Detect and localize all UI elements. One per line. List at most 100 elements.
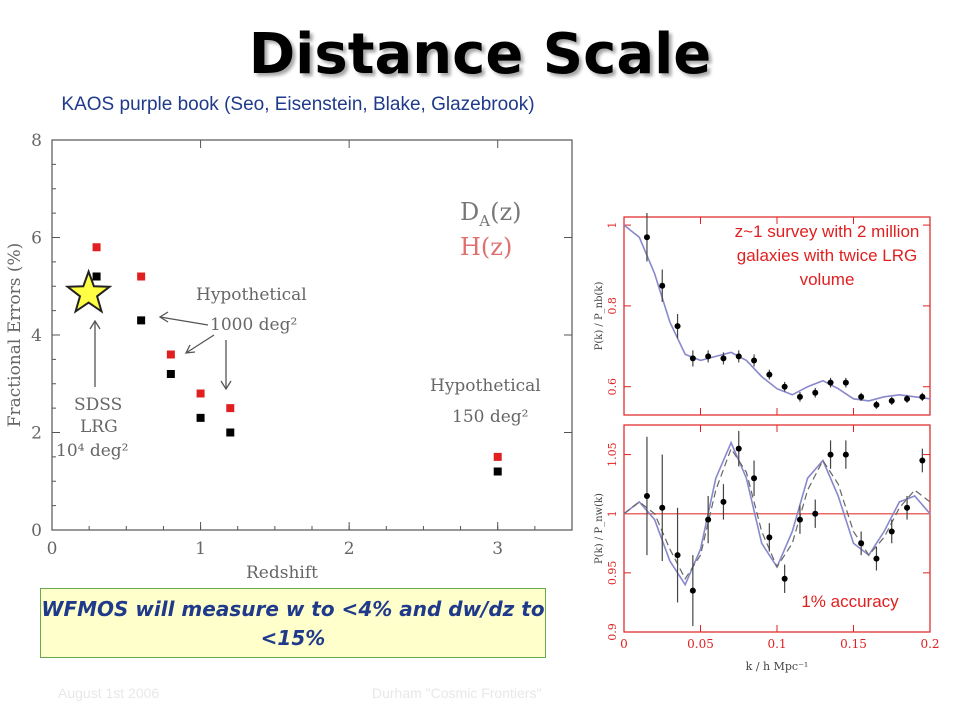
data-point	[751, 357, 758, 364]
data-point	[904, 504, 911, 511]
y-tick-label: 1.05	[606, 442, 619, 467]
data-point	[766, 534, 773, 541]
y-tick-label: 1	[606, 222, 619, 229]
data-point-hz	[226, 404, 235, 413]
data-point-da	[137, 316, 146, 325]
y-tick-label: 6	[31, 229, 42, 249]
x-tick-label: 1	[195, 539, 206, 559]
data-point	[659, 282, 666, 289]
annot-150-line1: Hypothetical	[430, 376, 541, 396]
data-point	[812, 510, 819, 517]
legend-hz: H(z)	[460, 233, 512, 261]
data-point	[659, 504, 666, 511]
arrow-1000-a	[159, 316, 209, 326]
data-point	[781, 383, 788, 390]
annot-sdss-line3: 10⁴ deg²	[56, 441, 129, 461]
survey-note: z~1 survey with 2 million galaxies with …	[734, 222, 920, 289]
data-point	[858, 393, 865, 400]
model-curve	[623, 224, 931, 402]
x-tick-label: 2	[344, 539, 355, 559]
y-tick-label: 0.9	[606, 623, 619, 641]
x-tick-label: 0.2	[920, 637, 939, 651]
y-tick-label: 0.6	[606, 378, 619, 396]
slide-title: Distance Scale	[248, 22, 712, 87]
data-point-hz	[166, 350, 175, 359]
y-axis-label: P(k) / P_nb(k)	[594, 282, 605, 351]
wfmos-statement-box: WFMOS will measure w to <4% and dw/dz to…	[40, 588, 546, 658]
data-point	[720, 355, 727, 362]
data-point	[827, 451, 834, 458]
data-point	[904, 395, 911, 402]
data-point-hz	[493, 452, 502, 461]
data-point	[643, 234, 650, 241]
data-point	[873, 555, 880, 562]
data-point	[888, 397, 895, 404]
x-axis-label: k / h Mpc⁻¹	[746, 660, 809, 673]
data-point-da	[92, 272, 101, 281]
annot-150-line2: 150 deg²	[452, 407, 529, 427]
accuracy-note: 1% accuracy	[801, 592, 899, 611]
data-point	[751, 475, 758, 482]
arrow-1000-b	[185, 334, 215, 354]
data-point	[735, 353, 742, 360]
y-tick-label: 0.8	[606, 297, 619, 315]
data-point	[720, 498, 727, 505]
pk-ratio-bottom-chart: 0.9 0.95 1 1.05 P(k) / P_nw(k) 0 0.05 0.1 0.15 0.…	[594, 424, 940, 673]
data-point	[842, 379, 849, 386]
source-caption: KAOS purple book (Seo, Eisenstein, Blake…	[61, 94, 535, 115]
y-tick-label: 4	[31, 326, 42, 346]
data-point-hz	[137, 272, 146, 281]
data-point	[643, 492, 650, 499]
data-point	[812, 389, 819, 396]
fractional-errors-chart: 0 2 4 6 8 0 1 2 3 Redshift Fractional Errors (%) D…	[5, 131, 573, 580]
y-axis-label: P(k) / P_nw(k)	[594, 493, 605, 564]
x-tick-label: 0.15	[840, 637, 867, 651]
y-tick-label: 2	[31, 424, 42, 444]
y-tick-label: 8	[31, 131, 42, 151]
annot-1000-line1: Hypothetical	[196, 285, 307, 305]
data-point	[689, 355, 696, 362]
data-point	[858, 540, 865, 547]
data-point	[888, 528, 895, 535]
data-point-hz	[92, 243, 101, 252]
x-tick-label: 0.05	[687, 637, 714, 651]
annot-sdss-line2: LRG	[80, 417, 118, 437]
data-point-da	[493, 467, 502, 476]
annot-sdss-line1: SDSS	[74, 395, 122, 415]
wfmos-statement: WFMOS will measure w to <4% and dw/dz to…	[41, 597, 545, 650]
y-tick-label: 1	[606, 510, 619, 517]
pk-ratio-top-chart: 0.6 0.8 1 P(k) / P_nb(k)	[594, 212, 931, 416]
footer-date: August 1st 2006	[58, 685, 160, 701]
x-tick-label: 3	[492, 539, 503, 559]
data-point	[919, 457, 926, 464]
data-point	[705, 516, 712, 523]
data-point-hz	[196, 389, 205, 398]
data-point	[766, 371, 773, 378]
star-icon	[64, 268, 113, 314]
annot-1000-line2: 1000 deg²	[210, 315, 297, 335]
data-point	[827, 379, 834, 386]
data-point	[919, 393, 926, 400]
data-point	[796, 516, 803, 523]
y-axis-label: Fractional Errors (%)	[5, 243, 25, 428]
model-curve-dashed	[623, 447, 931, 580]
data-point	[781, 575, 788, 582]
data-point	[674, 323, 681, 330]
data-point	[873, 401, 880, 408]
x-axis-label: Redshift	[246, 563, 318, 580]
data-point-da	[226, 428, 235, 437]
data-point	[842, 451, 849, 458]
data-point	[674, 552, 681, 559]
data-point-da	[166, 370, 175, 378]
y-tick-label: 0	[31, 521, 42, 541]
footer-venue: Durham "Cosmic Frontiers"	[372, 685, 542, 701]
data-point	[735, 445, 742, 452]
x-tick-label: 0	[620, 637, 628, 651]
data-point	[796, 393, 803, 400]
data-point	[689, 587, 696, 594]
data-point-da	[196, 413, 205, 422]
legend-da: DA(z)	[460, 198, 521, 230]
y-tick-label: 0.95	[606, 561, 619, 586]
data-point	[705, 353, 712, 360]
x-tick-label: 0	[47, 539, 58, 559]
